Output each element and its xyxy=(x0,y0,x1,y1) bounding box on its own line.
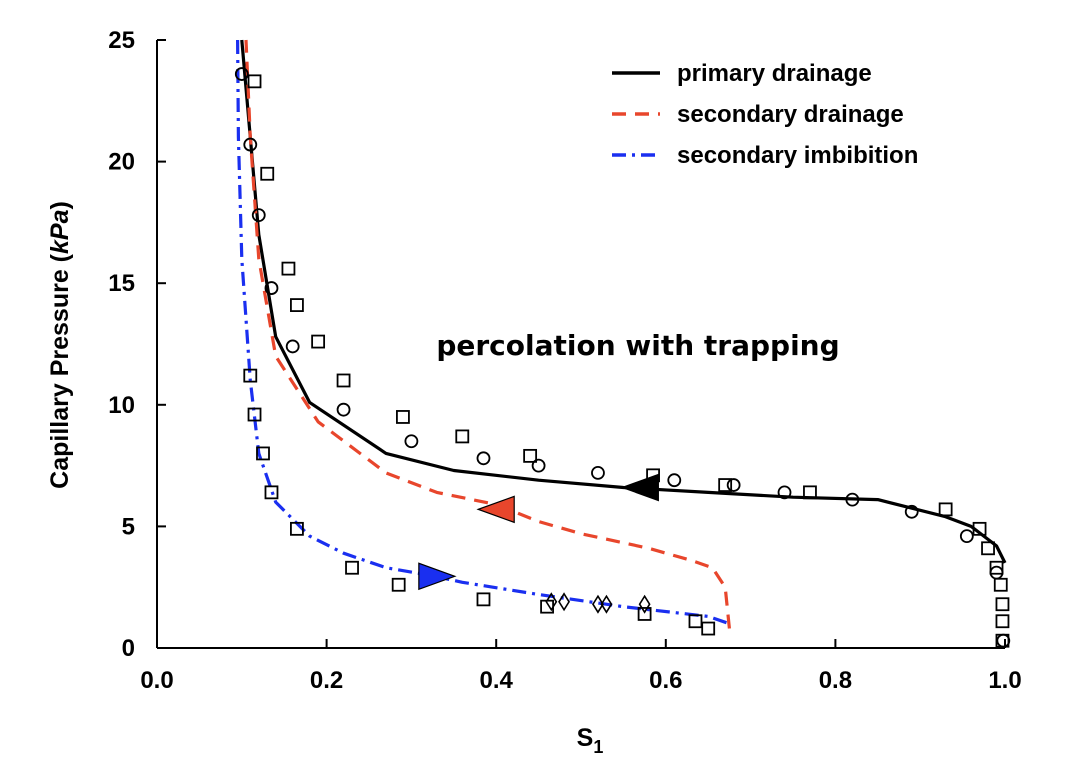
data-marker-square xyxy=(995,614,1010,629)
data-marker-circle xyxy=(404,434,419,449)
data-marker-square xyxy=(476,592,491,607)
data-marker-circle xyxy=(234,67,249,81)
data-marker-square xyxy=(701,621,716,636)
y-axis-title-unit: kPa xyxy=(46,209,74,254)
y-tick-label: 20 xyxy=(108,149,135,176)
data-marker-circle xyxy=(243,137,258,152)
legend-label-1: secondary drainage xyxy=(677,101,904,128)
series-layer xyxy=(236,39,1007,629)
data-marker-square xyxy=(993,577,1008,592)
data-marker-square xyxy=(281,261,296,276)
data-marker-square xyxy=(523,448,538,463)
data-marker-circle xyxy=(989,565,1004,580)
data-marker-diamond xyxy=(545,592,558,612)
data-marker-square xyxy=(247,74,262,89)
legend-label-2: secondary imbibition xyxy=(677,142,918,169)
y-tick-label: 0 xyxy=(122,635,135,662)
data-marker-circle xyxy=(251,208,266,223)
data-marker-diamond xyxy=(592,594,604,614)
y-tick-label: 10 xyxy=(108,392,135,419)
data-marker-circle xyxy=(591,465,605,480)
x-tick-label: 0.0 xyxy=(140,667,173,694)
data-marker-circle xyxy=(996,633,1011,648)
data-marker-square xyxy=(396,410,410,424)
data-marker-square xyxy=(938,502,953,517)
data-marker-square xyxy=(260,166,275,181)
series-arrow-2 xyxy=(418,562,457,591)
data-marker-square xyxy=(688,614,703,629)
x-axis-title: S1 xyxy=(577,724,604,757)
y-axis-title-prefix: Capillary Pressure ( xyxy=(46,253,74,489)
data-marker-diamond xyxy=(558,592,570,612)
data-marker-square xyxy=(256,446,270,461)
data-marker-square xyxy=(995,597,1010,612)
y-tick-label: 25 xyxy=(108,27,135,54)
x-tick-label: 0.8 xyxy=(819,667,852,694)
y-axis-title: Capillary Pressure (kPa) xyxy=(46,201,74,489)
data-marker-circle xyxy=(726,478,741,492)
data-marker-square xyxy=(995,633,1010,648)
series-arrow-1 xyxy=(476,495,515,524)
data-marker-circle xyxy=(264,281,279,295)
data-marker-diamond xyxy=(600,594,613,614)
data-marker-circle xyxy=(845,492,860,507)
marker-layer xyxy=(234,67,1011,648)
data-marker-diamond xyxy=(638,594,651,614)
data-marker-square xyxy=(455,429,470,444)
x-tick-label: 0.2 xyxy=(310,667,343,694)
data-marker-circle xyxy=(777,485,792,500)
data-marker-circle xyxy=(667,473,682,488)
data-marker-square xyxy=(803,485,817,500)
series-line-1 xyxy=(244,39,731,629)
y-tick-label: 15 xyxy=(108,270,135,297)
data-marker-circle xyxy=(336,402,351,417)
data-marker-square xyxy=(972,521,987,536)
y-tick-label: 5 xyxy=(122,513,135,540)
x-tick-label: 0.4 xyxy=(480,667,514,694)
data-marker-circle xyxy=(476,451,491,466)
data-marker-circle xyxy=(531,458,546,473)
axes: 0.0 0.2 0.4 0.6 0.8 1.0 0 5 10 15 20 25 xyxy=(108,27,1021,694)
data-marker-circle xyxy=(904,504,919,519)
x-axis-title-subscript: 1 xyxy=(593,737,603,757)
data-marker-square xyxy=(391,577,406,592)
data-marker-square xyxy=(981,541,995,556)
x-axis-title-main: S xyxy=(577,724,594,752)
data-marker-square xyxy=(243,368,258,383)
data-marker-square xyxy=(290,298,304,312)
series-arrow-0 xyxy=(620,473,659,502)
annotation-text: percolation with trapping xyxy=(436,329,839,362)
data-marker-square xyxy=(646,468,660,483)
data-marker-square xyxy=(336,373,351,388)
legend: primary drainage secondary drainage second… xyxy=(612,60,918,169)
x-tick-label: 0.6 xyxy=(649,667,682,694)
data-marker-square xyxy=(989,560,1004,575)
data-marker-circle xyxy=(959,529,974,544)
series-line-0 xyxy=(240,39,1007,564)
data-marker-circle xyxy=(285,339,300,354)
data-marker-square xyxy=(637,607,652,621)
data-marker-square xyxy=(718,478,733,492)
x-tick-label: 1.0 xyxy=(988,667,1021,694)
series-line-2 xyxy=(236,39,730,626)
y-axis-title-suffix: ) xyxy=(46,201,74,209)
data-marker-square xyxy=(345,560,359,575)
data-marker-square xyxy=(247,407,262,422)
data-marker-square xyxy=(264,485,279,500)
data-marker-square xyxy=(290,521,304,536)
data-marker-square xyxy=(311,334,326,349)
legend-label-0: primary drainage xyxy=(677,60,872,87)
